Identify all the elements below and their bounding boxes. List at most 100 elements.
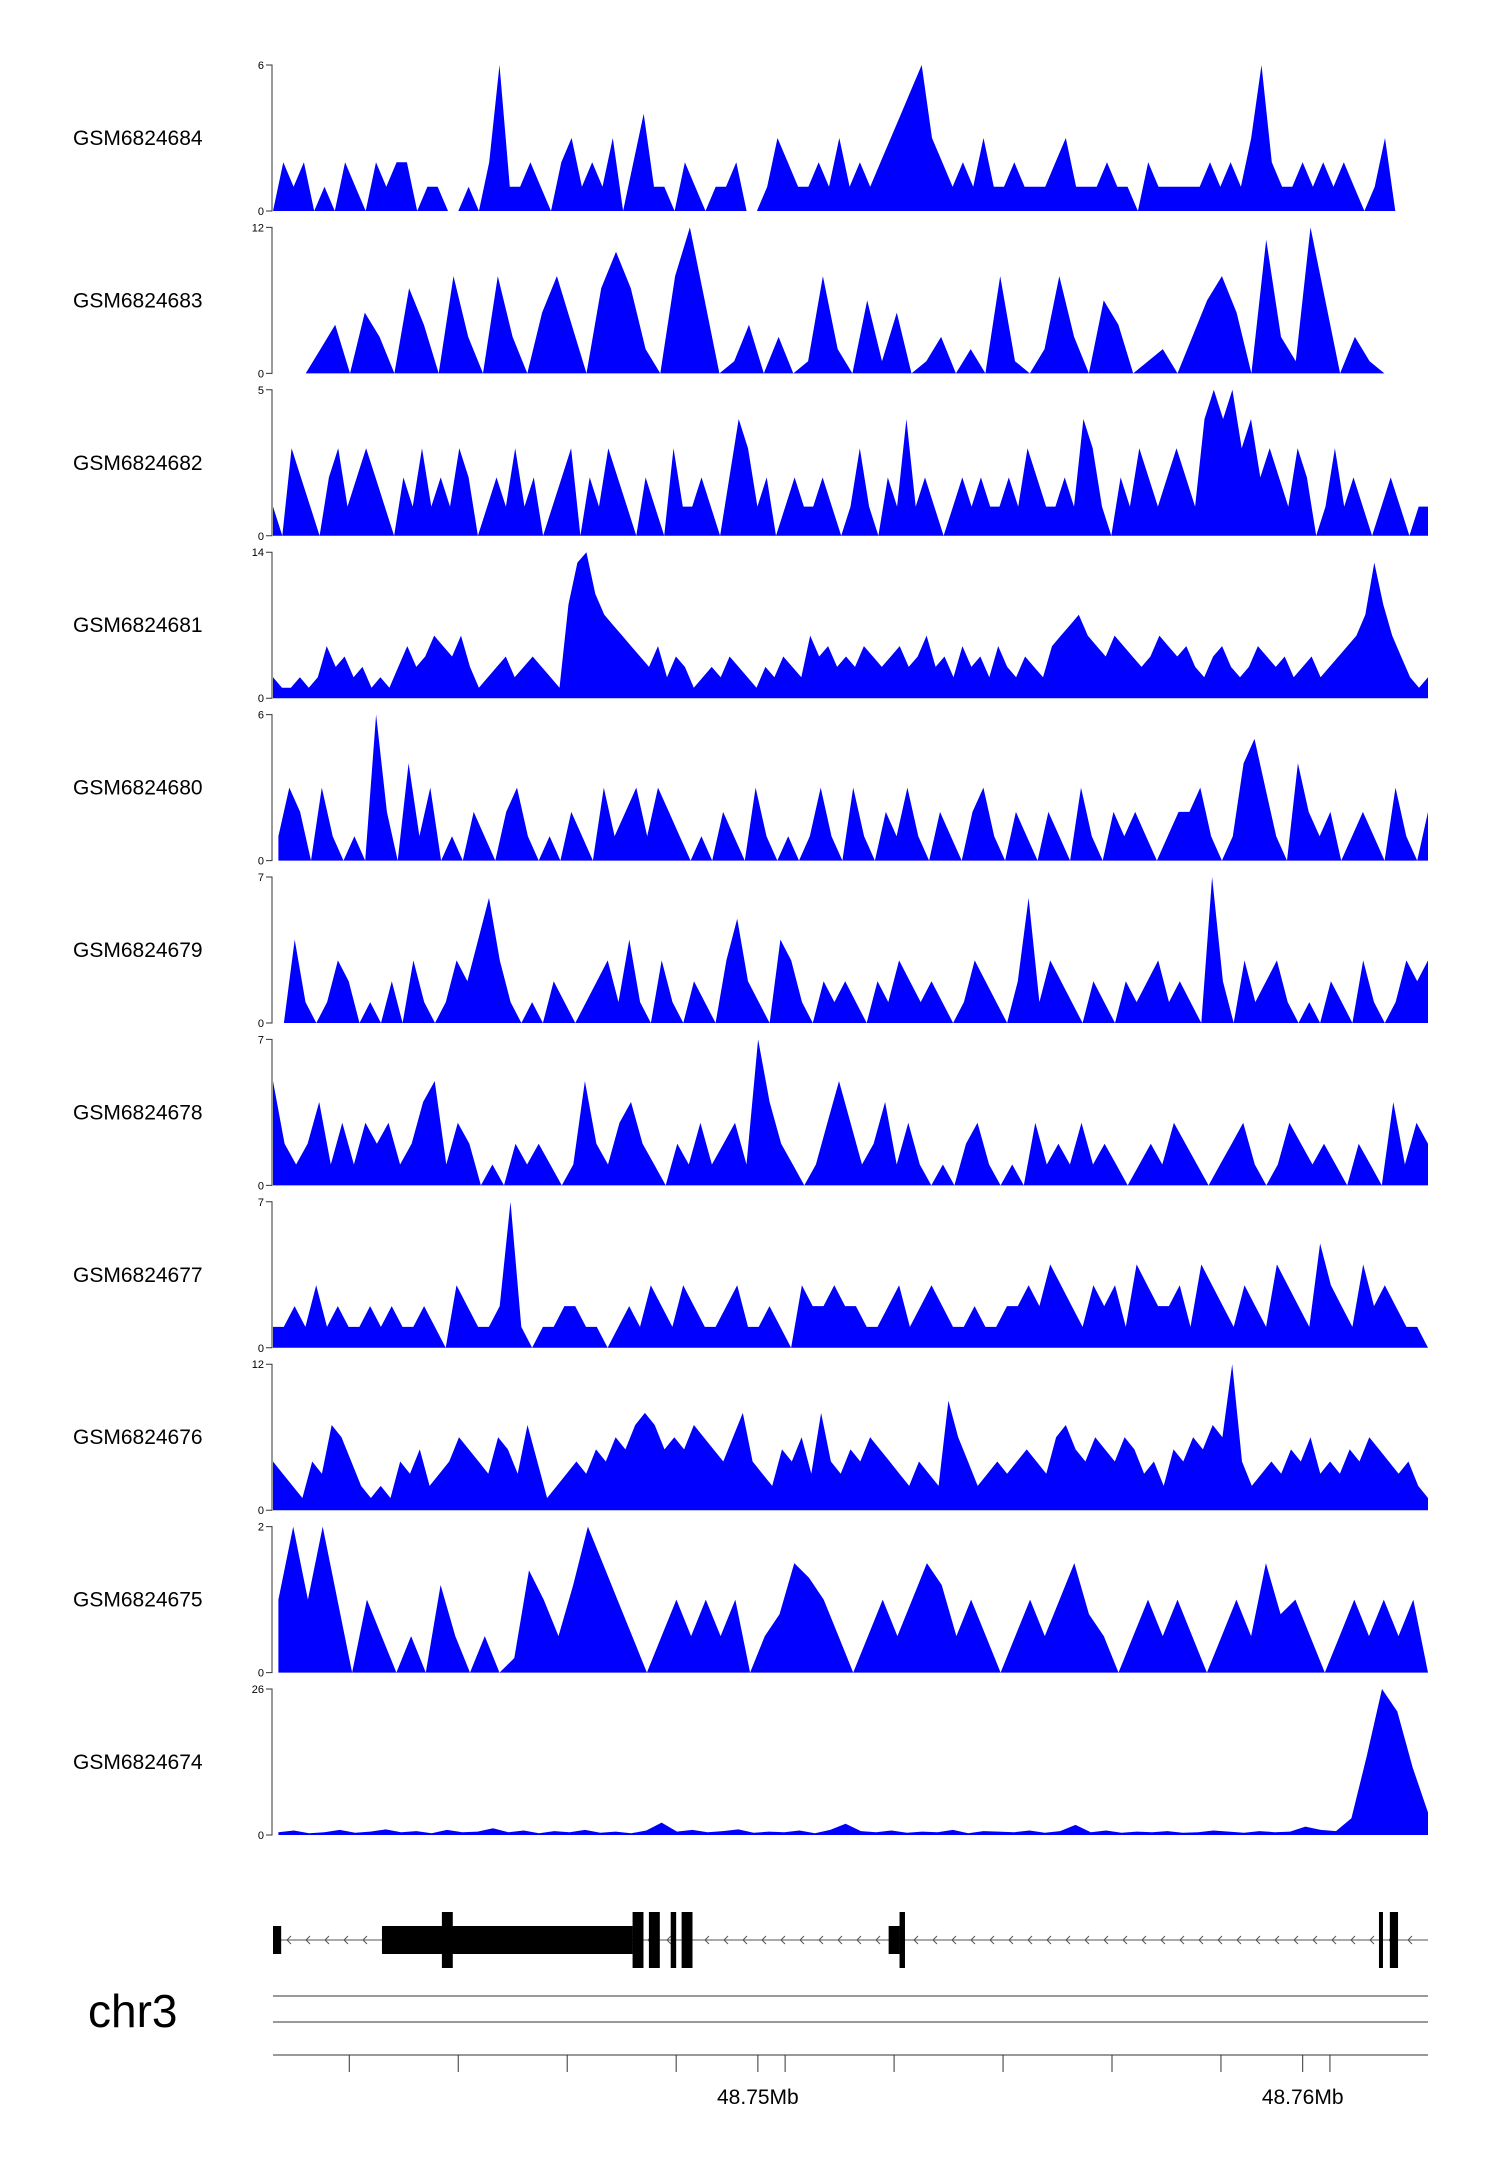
- y-min-label: 0: [258, 1180, 264, 1192]
- y-min-label: 0: [258, 206, 264, 218]
- track-label: GSM6824674: [73, 1751, 203, 1774]
- y-axis: [266, 1688, 273, 1836]
- track-GSM6824674: GSM6824674 26 0: [73, 1684, 1428, 1842]
- y-axis: [266, 1526, 273, 1674]
- gene-model: [273, 1912, 1428, 1968]
- strand-arrow: [1065, 1935, 1071, 1945]
- y-axis: [266, 714, 273, 862]
- strand-arrow: [1331, 1935, 1337, 1945]
- y-axis: [266, 226, 273, 374]
- y-max-label: 12: [252, 1359, 264, 1371]
- strand-arrow: [1198, 1935, 1204, 1945]
- y-axis: [266, 551, 273, 699]
- track-GSM6824682: GSM6824682 5 0: [73, 385, 1428, 543]
- strand-arrow: [1407, 1935, 1413, 1945]
- strand-arrow: [1008, 1935, 1014, 1945]
- coverage-area: [273, 552, 1428, 699]
- strand-arrow: [1122, 1935, 1128, 1945]
- coverage-area: [273, 389, 1428, 536]
- strand-arrow: [951, 1935, 957, 1945]
- strand-arrow: [704, 1935, 710, 1945]
- track-label: GSM6824679: [73, 939, 203, 962]
- strand-arrow: [799, 1935, 805, 1945]
- genome-axis: chr3 48.75Mb 48.76Mb: [88, 1985, 1428, 2109]
- strand-arrow: [1369, 1935, 1375, 1945]
- track-label: GSM6824678: [73, 1101, 203, 1124]
- track-label: GSM6824675: [73, 1589, 203, 1612]
- strand-arrow: [1084, 1935, 1090, 1945]
- y-min-label: 0: [258, 693, 264, 705]
- x-tick-label: 48.76Mb: [1262, 2086, 1344, 2109]
- strand-arrow: [742, 1935, 748, 1945]
- strand-arrow: [875, 1935, 881, 1945]
- track-GSM6824683: GSM6824683 12 0: [73, 222, 1385, 380]
- exon: [899, 1912, 905, 1968]
- y-axis: [266, 1201, 273, 1349]
- y-min-label: 0: [258, 856, 264, 868]
- strand-arrow: [286, 1935, 292, 1945]
- strand-arrow: [1179, 1935, 1185, 1945]
- y-min-label: 0: [258, 1343, 264, 1355]
- track-label: GSM6824684: [73, 127, 203, 150]
- strand-arrow: [780, 1935, 786, 1945]
- y-max-label: 5: [258, 385, 264, 397]
- y-min-label: 0: [258, 1830, 264, 1842]
- coverage-tracks: GSM682468460GSM6824683120GSM682468250GSM…: [73, 60, 1428, 1842]
- strand-arrow: [324, 1935, 330, 1945]
- y-min-label: 0: [258, 1018, 264, 1030]
- exon: [1378, 1912, 1383, 1968]
- strand-arrow: [343, 1935, 349, 1945]
- strand-arrow: [1350, 1935, 1356, 1945]
- y-max-label: 7: [258, 872, 264, 884]
- strand-arrow: [1160, 1935, 1166, 1945]
- exon: [632, 1912, 644, 1968]
- exon: [670, 1912, 677, 1968]
- y-axis: [266, 1363, 273, 1511]
- y-max-label: 14: [252, 547, 264, 559]
- strand-arrow: [818, 1935, 824, 1945]
- y-max-label: 2: [258, 1522, 264, 1534]
- strand-arrow: [1274, 1935, 1280, 1945]
- y-max-label: 26: [252, 1684, 264, 1696]
- y-min-label: 0: [258, 1668, 264, 1680]
- strand-arrow: [1046, 1935, 1052, 1945]
- strand-arrow: [666, 1935, 672, 1945]
- coverage-area: [305, 227, 1385, 374]
- strand-arrow: [761, 1935, 767, 1945]
- strand-arrow: [305, 1935, 311, 1945]
- coverage-area: [283, 877, 1428, 1023]
- coverage-area: [273, 1201, 1428, 1348]
- y-max-label: 7: [258, 1197, 264, 1209]
- coverage-area: [278, 1526, 1428, 1673]
- track-label: GSM6824683: [73, 289, 203, 312]
- track-GSM6824678: GSM6824678 7 0: [73, 1034, 1428, 1192]
- x-tick-label: 48.75Mb: [717, 2086, 799, 2109]
- y-axis: [266, 1038, 273, 1186]
- strand-arrow: [1141, 1935, 1147, 1945]
- strand-arrow: [1255, 1935, 1261, 1945]
- strand-arrow: [970, 1935, 976, 1945]
- chromosome-label: chr3: [88, 1985, 177, 2037]
- strand-arrow: [1293, 1935, 1299, 1945]
- track-GSM6824684: GSM6824684 6 0: [73, 60, 1396, 218]
- strand-arrow: [1312, 1935, 1318, 1945]
- strand-arrow: [362, 1935, 368, 1945]
- coverage-area: [278, 1689, 1428, 1835]
- y-min-label: 0: [258, 531, 264, 543]
- y-max-label: 6: [258, 710, 264, 722]
- y-axis: [266, 389, 273, 537]
- track-GSM6824679: GSM6824679 7 0: [73, 872, 1428, 1030]
- track-label: GSM6824676: [73, 1426, 203, 1449]
- track-GSM6824681: GSM6824681 14 0: [73, 547, 1428, 705]
- exon: [888, 1926, 900, 1954]
- coverage-area: [273, 1039, 1428, 1186]
- strand-arrow: [932, 1935, 938, 1945]
- track-GSM6824680: GSM6824680 6 0: [73, 710, 1428, 868]
- exon: [681, 1912, 693, 1968]
- exon: [381, 1926, 633, 1954]
- y-min-label: 0: [258, 368, 264, 380]
- strand-arrow: [989, 1935, 995, 1945]
- track-GSM6824676: GSM6824676 12 0: [73, 1359, 1428, 1517]
- strand-arrow: [856, 1935, 862, 1945]
